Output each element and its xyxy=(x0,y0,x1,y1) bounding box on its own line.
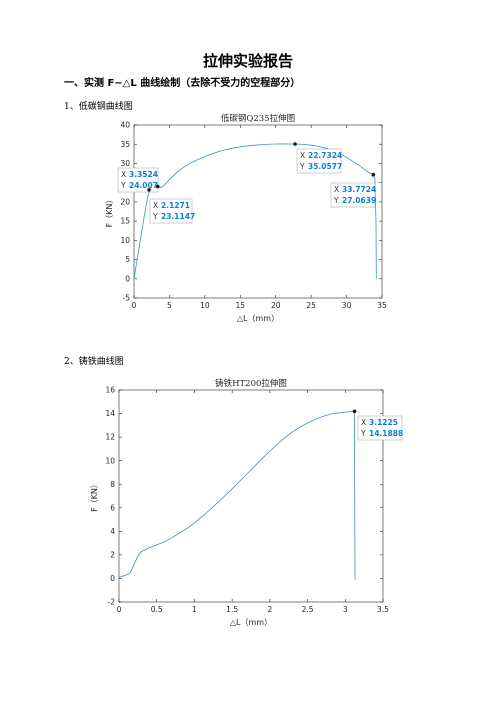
section-heading: 一、实测 F−△L 曲线绘制（去除不受力的空程部分） xyxy=(64,78,301,89)
x-tick-label: 5 xyxy=(167,301,172,310)
x-tick-label: 3.5 xyxy=(377,605,389,614)
datatip-box xyxy=(117,167,159,193)
datatip-marker xyxy=(155,184,160,189)
x-tick-label: 2.5 xyxy=(302,605,314,614)
y-tick-label: 4 xyxy=(110,527,115,536)
datatip-y-value: 14.1888 xyxy=(369,429,403,438)
x-tick-label: 25 xyxy=(306,301,316,310)
datatip-y-value: 24.007 xyxy=(129,181,158,190)
report-title: 拉伸实验报告 xyxy=(202,52,293,70)
datatip-y-value: 27.0639 xyxy=(342,196,376,205)
datatip-x-label: X xyxy=(361,418,366,427)
datatip-y-value: 23.1147 xyxy=(161,212,195,221)
y-tick-label: 10 xyxy=(105,456,115,465)
y-tick-label: 14 xyxy=(105,409,115,418)
datatip-x-value: 3.3524 xyxy=(129,170,158,179)
datatip-y-value: 35.0577 xyxy=(308,162,342,171)
y-tick-label: 15 xyxy=(120,217,130,226)
datatip-box xyxy=(330,182,376,208)
datatip-y-label: Y xyxy=(360,429,366,438)
y-tick-label: -2 xyxy=(108,598,116,607)
x-tick-label: 3 xyxy=(343,605,348,614)
series-line xyxy=(118,410,356,580)
x-tick-label: 0 xyxy=(132,301,137,310)
datatip-x-value: 33.7724 xyxy=(342,185,376,194)
chart-title: 低碳钢Q235拉伸图 xyxy=(221,113,295,124)
x-tick-label: 15 xyxy=(236,301,246,310)
x-tick-label: 10 xyxy=(200,301,210,310)
y-tick-label: 6 xyxy=(110,503,115,512)
y-axis-label: F（KN） xyxy=(90,480,99,512)
chart-title: 铸铁HT200拉伸图 xyxy=(215,378,287,389)
datatip-x-label: X xyxy=(334,185,339,194)
x-tick-label: 20 xyxy=(271,301,281,310)
datatip-box xyxy=(357,415,403,441)
y-tick-label: 12 xyxy=(105,433,115,442)
y-tick-label: 40 xyxy=(120,121,130,130)
y-tick-label: 5 xyxy=(125,255,130,264)
datatip-marker xyxy=(352,409,357,414)
datatip-x-label: X xyxy=(153,201,158,210)
x-tick-label: 1 xyxy=(192,605,197,614)
y-tick-label: 10 xyxy=(120,236,130,245)
datatip-marker xyxy=(147,188,151,192)
datatip-x-value: 3.1225 xyxy=(369,418,398,427)
chart2-caption: 2、铸铁曲线图 xyxy=(64,357,124,367)
x-axis-label: △L（mm） xyxy=(230,618,272,627)
datatip-y-label: Y xyxy=(299,162,305,171)
x-tick-label: 0.5 xyxy=(151,605,163,614)
datatip-x-label: X xyxy=(121,170,126,179)
datatip-y-label: Y xyxy=(120,181,126,190)
x-axis-label: △L（mm） xyxy=(237,314,279,323)
x-tick-label: 2 xyxy=(267,605,272,614)
y-tick-label: 2 xyxy=(110,550,115,559)
x-tick-label: 35 xyxy=(377,301,387,310)
y-tick-label: 20 xyxy=(120,197,130,206)
y-tick-label: 0 xyxy=(110,574,115,583)
y-tick-label: -5 xyxy=(123,294,131,303)
y-axis-label: F（KN） xyxy=(105,196,114,228)
x-tick-label: 0 xyxy=(117,605,122,614)
datatip-x-value: 22.7324 xyxy=(308,151,342,160)
x-tick-label: 30 xyxy=(342,301,352,310)
y-tick-label: 30 xyxy=(120,159,130,168)
y-tick-label: 16 xyxy=(105,386,115,395)
datatip-y-label: Y xyxy=(152,212,158,221)
datatip-x-label: X xyxy=(300,151,305,160)
y-tick-label: 0 xyxy=(125,274,130,283)
plot-frame xyxy=(118,389,384,603)
datatip-marker xyxy=(371,172,376,177)
datatip-box xyxy=(149,198,193,224)
y-tick-label: 8 xyxy=(110,480,115,489)
chart1-caption: 1、低碳钢曲线图 xyxy=(64,102,133,112)
x-tick-label: 1.5 xyxy=(226,605,238,614)
datatip-marker xyxy=(293,142,297,146)
y-tick-label: 35 xyxy=(120,140,130,149)
datatip-box xyxy=(296,148,342,174)
datatip-y-label: Y xyxy=(333,196,339,205)
datatip-x-value: 2.1271 xyxy=(161,201,190,210)
